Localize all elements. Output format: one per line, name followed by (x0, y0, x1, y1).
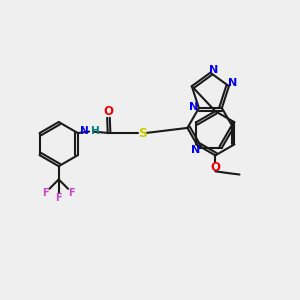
Text: S: S (138, 127, 147, 140)
Text: F: F (56, 193, 62, 203)
Text: N: N (209, 65, 218, 75)
Text: N: N (189, 102, 198, 112)
Text: N: N (228, 78, 237, 88)
Text: F: F (42, 188, 49, 198)
Text: N: N (191, 145, 200, 155)
Text: F: F (68, 188, 75, 198)
Text: O: O (103, 105, 113, 119)
Text: N: N (80, 126, 88, 136)
Text: O: O (210, 161, 220, 174)
Text: H: H (91, 126, 100, 136)
